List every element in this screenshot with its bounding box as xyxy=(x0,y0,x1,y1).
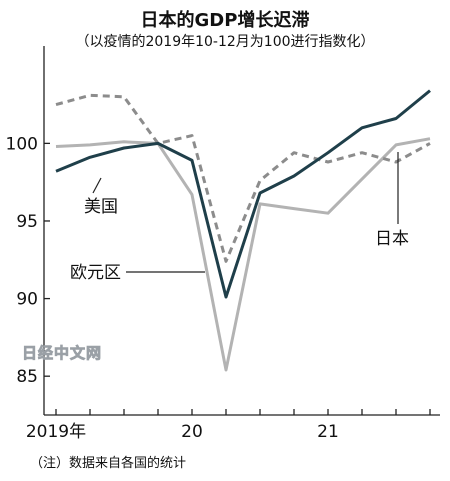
axes: 85 90 95 100 2019年 20 21 xyxy=(6,46,440,442)
series-line-1 xyxy=(55,93,431,263)
source-note: （注）数据来自各国的统计 xyxy=(30,456,187,471)
series-label-us: 美国 xyxy=(84,197,118,217)
chart-title: 日本的GDP增长迟滞 xyxy=(140,10,310,31)
series-line-2 xyxy=(55,137,431,372)
chart-subtitle: （以疫情的2019年10-12月为100进行指数化） xyxy=(75,34,375,50)
y-tick-label: 100 xyxy=(6,134,38,154)
y-tick-label: 90 xyxy=(16,290,38,310)
x-tick-label: 2019年 xyxy=(26,422,86,442)
x-tick-label: 20 xyxy=(181,422,203,442)
watermark: 日经中文网 xyxy=(22,344,102,362)
series-label-japan: 日本 xyxy=(375,229,409,249)
x-tick-label: 21 xyxy=(317,422,339,442)
series-label-euro: 欧元区 xyxy=(70,263,121,283)
y-tick-label: 85 xyxy=(16,367,38,387)
series-layer xyxy=(55,89,431,372)
y-tick-label: 95 xyxy=(16,212,38,232)
leader-line-us xyxy=(92,177,102,194)
series-line-0 xyxy=(55,89,431,299)
